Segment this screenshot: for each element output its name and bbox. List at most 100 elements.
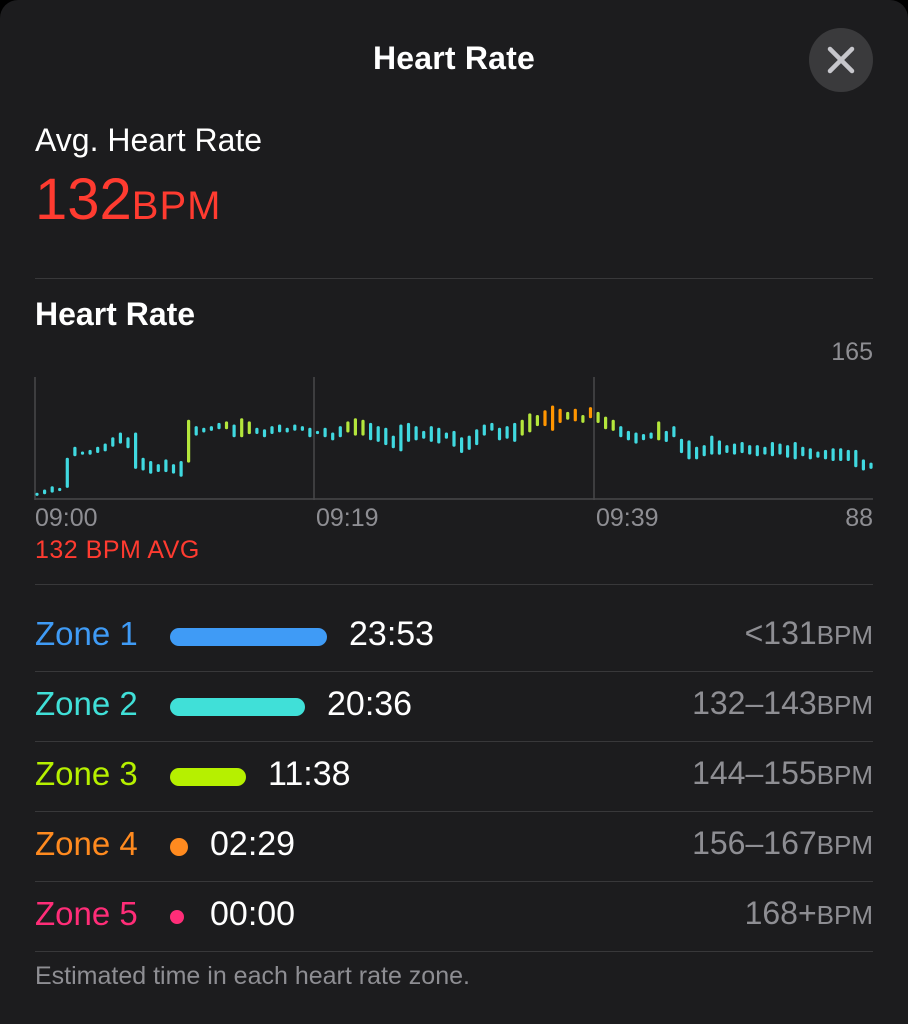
zone-range-unit: BPM	[816, 900, 873, 930]
heart-rate-bar	[331, 432, 335, 441]
heart-rate-bar	[482, 424, 486, 436]
heart-rate-bar	[513, 422, 517, 442]
heart-rate-bar	[551, 405, 555, 431]
heart-rate-bar	[406, 422, 411, 442]
zone-time: 20:36	[327, 685, 413, 723]
zone-row-1: Zone 1 23:53 <131BPM	[35, 602, 873, 672]
heart-rate-bar	[497, 427, 502, 441]
heart-rate-bar	[831, 448, 835, 461]
heart-rate-bar	[475, 429, 479, 446]
heart-rate-bar	[566, 411, 570, 420]
heart-rate-bar	[573, 408, 577, 422]
heart-rate-bar	[861, 459, 865, 471]
heart-rate-bar	[224, 421, 229, 430]
chart-section-title: Heart Rate	[35, 296, 196, 332]
heart-rate-bar	[270, 426, 274, 434]
heart-rate-bar	[88, 449, 92, 455]
zone-name: Zone 4	[35, 825, 138, 862]
heart-rate-bar	[118, 432, 122, 444]
heart-rate-bar	[96, 446, 100, 453]
heart-rate-bar	[535, 415, 539, 427]
heart-rate-bar	[338, 426, 342, 438]
heart-rate-bar	[73, 446, 77, 457]
heart-rate-bar	[361, 419, 365, 436]
heart-rate-bar	[262, 429, 267, 438]
heart-rate-bar	[588, 407, 593, 419]
zone-range-unit: BPM	[816, 620, 873, 650]
zone-range-value: 144–155	[692, 755, 817, 791]
divider	[35, 584, 873, 585]
avg-heart-rate-number: 132	[35, 167, 132, 232]
avg-heart-rate-unit: BPM	[131, 184, 222, 228]
heart-rate-bar	[839, 448, 843, 461]
zone-range: <131BPM	[745, 615, 873, 652]
zone-name: Zone 1	[35, 615, 138, 652]
heart-rate-chart: 165 09:00 09:19 09:39 88	[34, 338, 873, 532]
heart-rate-bar	[308, 427, 312, 438]
heart-rate-bar	[194, 426, 198, 436]
heart-rate-bar	[778, 443, 782, 455]
zone-row-4: Zone 4 02:29 156–167BPM	[35, 812, 873, 882]
heart-rate-bar	[255, 427, 259, 434]
heart-rate-bar	[763, 446, 767, 455]
heart-rate-bar	[710, 435, 714, 455]
zone-range-value: 132–143	[692, 685, 817, 721]
zone-range: 168+BPM	[745, 895, 873, 932]
divider	[35, 951, 873, 952]
heart-rate-bar	[869, 462, 873, 469]
footnote: Estimated time in each heart rate zone.	[35, 962, 470, 990]
heart-rate-bar	[376, 426, 380, 442]
heart-rate-bar	[604, 416, 608, 430]
heart-rate-bar	[414, 426, 418, 441]
divider	[35, 671, 873, 672]
x-label-0900: 09:00	[35, 504, 98, 532]
zone-row-5: Zone 5 00:00 168+BPM	[35, 882, 873, 952]
heart-rate-bar	[141, 457, 145, 471]
heart-rate-bar	[528, 413, 532, 433]
chart-average-label: 132 BPM AVG	[35, 536, 200, 564]
y-min-label: 88	[845, 504, 873, 532]
zone-range-unit: BPM	[816, 830, 873, 860]
heart-rate-bar	[187, 419, 191, 463]
zone-range-value: 156–167	[692, 825, 817, 861]
heart-rate-bar	[505, 426, 509, 439]
heart-rate-bar	[202, 427, 206, 433]
heart-rate-bar	[126, 437, 130, 449]
close-button[interactable]	[809, 28, 873, 92]
zone-row-3: Zone 3 11:38 144–155BPM	[35, 742, 873, 812]
heart-rate-bar	[619, 426, 623, 438]
heart-rate-bar	[786, 445, 790, 458]
heart-rate-bar	[460, 437, 464, 453]
heart-rate-bar	[399, 424, 403, 452]
zone-bar	[170, 910, 184, 924]
heart-rate-bar	[164, 459, 168, 473]
zone-range: 132–143BPM	[692, 685, 873, 722]
heart-rate-bar	[429, 426, 433, 442]
heart-rate-bar	[437, 427, 441, 444]
heart-rate-bar	[111, 437, 115, 447]
heart-rate-bar	[725, 445, 729, 453]
y-max-label: 165	[831, 338, 873, 366]
heart-rate-bar	[801, 446, 805, 457]
heart-rate-bar	[315, 430, 320, 435]
heart-rate-bar	[346, 421, 350, 433]
heart-rate-bar	[391, 435, 395, 449]
heart-rate-bar	[558, 408, 562, 423]
zone-time: 23:53	[349, 615, 435, 653]
divider	[35, 278, 873, 279]
zone-range-value: 168+	[744, 895, 817, 931]
heart-rate-bar	[247, 421, 251, 435]
heart-rate-bar	[755, 445, 759, 457]
page-title: Heart Rate	[372, 40, 536, 76]
zone-range: 144–155BPM	[692, 755, 873, 792]
heart-rate-bar	[611, 419, 615, 431]
heart-rate-bar	[171, 464, 176, 474]
zone-bar	[170, 698, 305, 716]
heart-rate-bar	[641, 434, 646, 441]
heart-rate-bar	[702, 445, 706, 457]
avg-heart-rate-value: 132BPM	[35, 168, 221, 238]
heart-rate-bar	[687, 440, 691, 460]
heart-rate-bar	[854, 449, 858, 468]
heart-rate-bar	[384, 427, 388, 446]
